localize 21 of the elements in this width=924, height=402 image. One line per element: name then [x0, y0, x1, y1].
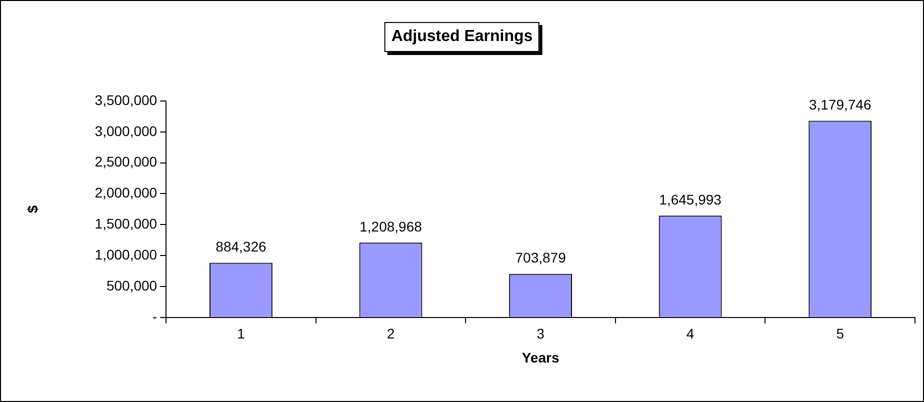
y-tick-label: 3,000,000: [94, 122, 158, 139]
x-tick-label: 4: [686, 326, 694, 342]
y-tick-label: 500,000: [106, 277, 158, 294]
x-tick-label: 2: [386, 326, 395, 342]
y-tick-label: 1,000,000: [94, 246, 158, 262]
data-label: 1,645,993: [659, 191, 722, 208]
y-tick-label: 1,500,000: [94, 216, 158, 232]
x-axis-title: Years: [522, 349, 560, 366]
data-label: 1,208,968: [360, 218, 422, 235]
data-label: 3,179,746: [808, 96, 872, 113]
y-tick-label: 2,500,000: [94, 154, 158, 170]
chart-title: Adjusted Earnings: [384, 22, 540, 52]
x-tick-label: 5: [836, 326, 844, 342]
x-tick-label: 1: [237, 326, 246, 342]
y-tick-label: -: [152, 308, 158, 324]
y-tick-label: 2,000,000: [94, 184, 158, 201]
y-tick-label: 3,500,000: [94, 92, 158, 108]
data-label: 884,326: [216, 238, 266, 255]
y-axis-title: $: [24, 205, 40, 214]
x-tick-label: 3: [536, 326, 545, 342]
data-label: 703,879: [515, 250, 566, 266]
